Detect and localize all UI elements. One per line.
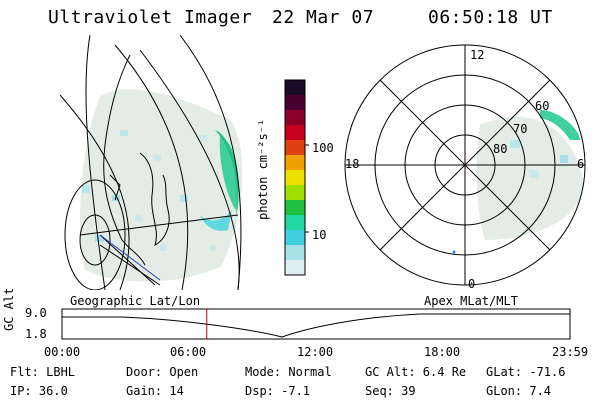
ip-status: IP: 36.0 — [10, 384, 68, 398]
polar-emission-region — [476, 116, 585, 240]
mode-status: Mode: Normal — [245, 365, 332, 379]
mlt-label-18: 18 — [345, 157, 359, 171]
gc-alt-axis-label: GC Alt — [2, 287, 16, 331]
gc-alt-status: GC Alt: 6.4 Re — [365, 365, 467, 379]
colorbar-swatch — [285, 215, 305, 231]
colorbar-swatch — [285, 155, 305, 171]
date-label: 22 Mar 07 — [272, 7, 375, 28]
emission-speckles — [82, 130, 216, 251]
colorbar-swatch — [285, 80, 305, 96]
mlt-label-0: 0 — [468, 277, 475, 291]
alt-tick-1-8: 1.8 — [25, 327, 47, 341]
auroral-arc-bright — [219, 135, 239, 210]
emission-region — [80, 89, 243, 282]
colorbar-swatch — [285, 125, 305, 141]
altitude-curve — [62, 313, 570, 338]
gain-status: Gain: 14 — [126, 384, 184, 398]
geographic-image — [60, 35, 243, 290]
colorbar-swatch — [285, 245, 305, 261]
colorbar-unit-label: photon cm⁻²s⁻¹ — [256, 119, 270, 220]
colorbar-swatches — [285, 80, 305, 276]
apex-label: Apex MLat/MLT — [424, 294, 518, 308]
time-tick-1200: 12:00 — [297, 345, 334, 359]
colorbar-tick-100: 100 — [312, 141, 334, 155]
altitude-strip-plot — [61, 308, 571, 340]
time-label: 06:50:18 UT — [428, 7, 553, 28]
polar-auroral-oval — [540, 110, 580, 140]
polar-grid — [344, 44, 586, 286]
mlt-label-6: 6 — [577, 157, 584, 171]
dsp-status: Dsp: -7.1 — [245, 384, 311, 398]
mlt-label-12: 12 — [470, 48, 484, 62]
continent-outline — [103, 54, 170, 266]
colorbar-tick-10: 10 — [312, 228, 327, 242]
filter-status: Flt: LBHL — [10, 365, 76, 379]
time-tick-1800: 18:00 — [424, 345, 461, 359]
time-tick-0000: 00:00 — [44, 345, 81, 359]
door-status: Door: Open — [126, 365, 199, 379]
mlat-label-80: 80 — [493, 142, 507, 156]
colorbar-swatch — [285, 260, 305, 276]
time-tick-0600: 06:00 — [170, 345, 207, 359]
polar-mlt-plot: 12 18 6 0 60 70 80 — [344, 44, 586, 291]
time-tick-2359: 23:59 — [552, 345, 589, 359]
alt-tick-9: 9.0 — [25, 306, 47, 320]
mlat-label-70: 70 — [513, 122, 527, 136]
colorbar-swatch — [285, 140, 305, 156]
colorbar-swatch — [285, 110, 305, 126]
colorbar-swatch — [285, 170, 305, 186]
colorbar: photon cm⁻²s⁻¹ — [256, 79, 309, 276]
colorbar-swatch — [285, 200, 305, 216]
colorbar-swatch — [285, 185, 305, 201]
glon-status: GLon: 7.4 — [486, 384, 552, 398]
glat-status: GLat: -71.6 — [486, 365, 566, 379]
colorbar-swatch — [285, 230, 305, 246]
geographic-grid — [60, 35, 242, 290]
seq-status: Seq: 39 — [365, 384, 416, 398]
geographic-label: Geographic Lat/Lon — [70, 294, 201, 308]
colorbar-swatch — [285, 95, 305, 111]
mlat-label-60: 60 — [535, 99, 549, 113]
instrument-title: Ultraviolet Imager — [48, 7, 253, 28]
